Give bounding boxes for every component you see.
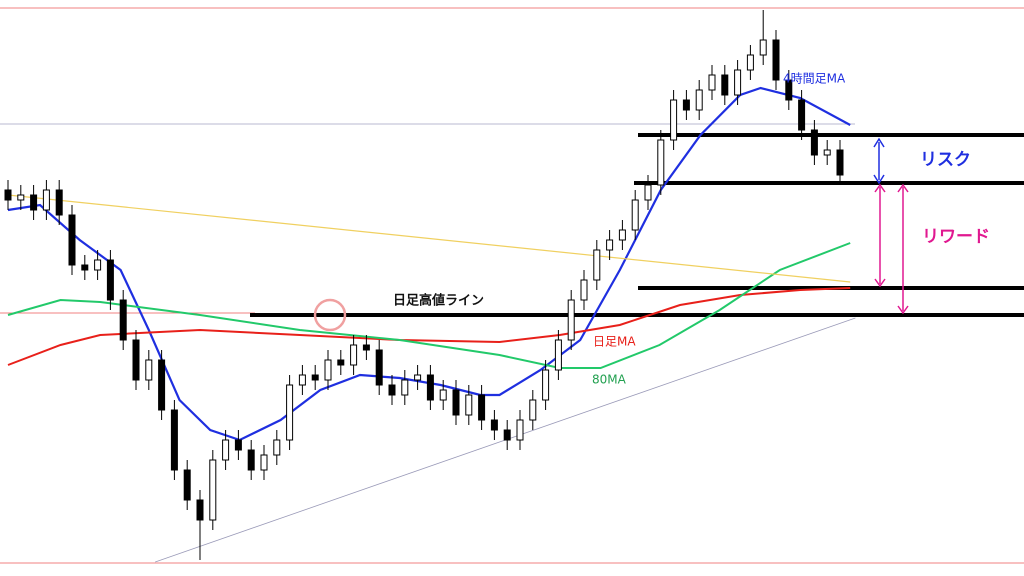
candle-body	[836, 149, 844, 176]
candle-body	[708, 74, 716, 91]
candle-body	[580, 279, 588, 301]
candle-body	[260, 454, 268, 471]
ma-line	[7, 194, 851, 283]
candle-body	[823, 149, 831, 156]
candle-body	[311, 374, 319, 381]
candle-body	[94, 259, 102, 271]
candle-body	[375, 349, 383, 386]
candle-body	[631, 199, 639, 231]
candle-body	[30, 194, 38, 211]
candle-body	[452, 389, 460, 416]
candle-body	[606, 239, 614, 251]
daily-high-label: 日足高値ライン	[393, 293, 484, 309]
candle-body	[490, 419, 498, 431]
candle-body	[68, 214, 76, 266]
candle-body	[439, 389, 447, 401]
levels	[0, 7, 1024, 564]
candle-body	[388, 384, 396, 396]
candle-body	[222, 439, 230, 461]
candle-body	[567, 299, 575, 341]
candle-body	[145, 359, 153, 381]
candle-body	[798, 99, 806, 131]
candle-body	[196, 499, 204, 521]
candle-body	[529, 399, 537, 421]
reward-label: リワード	[922, 227, 990, 247]
candle-body	[234, 439, 242, 451]
candle-body	[554, 339, 562, 371]
risk-label: リスク	[920, 150, 971, 170]
candle-body	[55, 189, 63, 216]
ma80-label: 80MA	[592, 373, 627, 387]
candle-body	[298, 374, 306, 386]
candle-body	[682, 99, 690, 111]
candle-body	[4, 189, 12, 201]
candle-body	[746, 54, 754, 71]
candle-body	[183, 469, 191, 501]
candle-body	[772, 39, 780, 81]
candle-body	[401, 379, 409, 396]
candle-body	[503, 429, 511, 441]
candle-body	[273, 439, 281, 456]
candle-body	[170, 409, 178, 471]
ma-line	[7, 242, 851, 369]
candle-body	[542, 369, 550, 401]
candle-body	[286, 384, 294, 441]
reward-arrow-2-heads	[897, 183, 909, 315]
lines	[7, 86, 856, 563]
candle-body	[670, 99, 678, 141]
candle-body	[426, 374, 434, 401]
candle-body	[324, 359, 332, 381]
candle-body	[106, 259, 114, 301]
candle-body	[247, 449, 255, 471]
candle-body	[132, 339, 140, 381]
candle-body	[337, 359, 345, 366]
candle-body	[516, 419, 524, 441]
candle-body	[158, 359, 166, 411]
candle-body	[17, 194, 25, 201]
candle-body	[644, 184, 652, 201]
candle-body	[119, 299, 127, 341]
candle-body	[759, 39, 767, 56]
candle-body	[414, 374, 422, 381]
candle-body	[618, 229, 626, 241]
candle-body	[478, 394, 486, 421]
candle-body	[362, 344, 370, 351]
candle-body	[209, 459, 217, 521]
daily-ma-label: 日足MA	[593, 335, 636, 349]
candle-body	[465, 394, 473, 416]
ma-line	[7, 86, 851, 442]
candle-body	[785, 79, 793, 101]
candle-body	[593, 249, 601, 281]
candle-body	[721, 74, 729, 96]
reward-arrow-heads	[874, 183, 886, 288]
ma4h-label: 4時間足MA	[783, 72, 846, 86]
candle-body	[695, 89, 703, 111]
candle-body	[42, 189, 50, 211]
candles	[4, 10, 844, 560]
candle-body	[657, 139, 665, 186]
ma-line	[7, 287, 851, 366]
candle-body	[734, 69, 742, 96]
highlight-circle	[313, 298, 347, 332]
candle-body	[350, 344, 358, 366]
candle-body	[810, 129, 818, 156]
candle-body	[81, 264, 89, 271]
risk-arrow-heads	[873, 137, 885, 185]
